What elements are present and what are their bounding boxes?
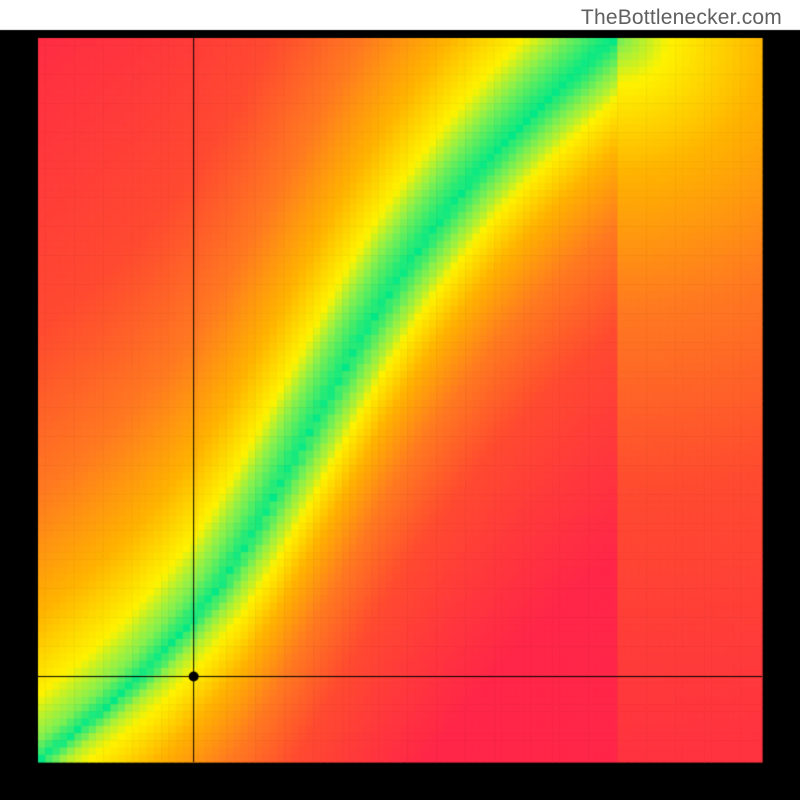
watermark-text: TheBottlenecker.com [581,6,782,30]
chart-container: TheBottlenecker.com [0,0,800,800]
heatmap-canvas [0,0,800,800]
